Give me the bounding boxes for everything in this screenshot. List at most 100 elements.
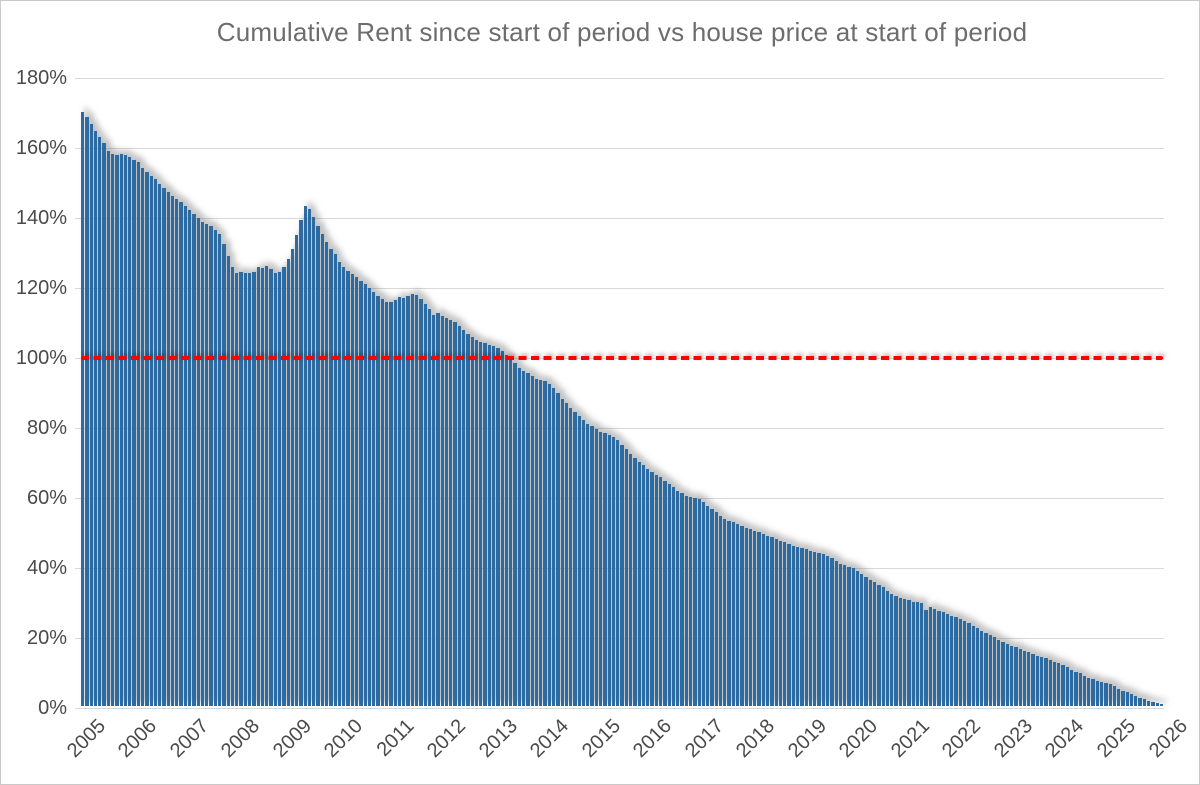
bar-month <box>890 593 894 706</box>
bar-month <box>928 607 932 706</box>
x-axis-tick-label-2019: 2019 <box>783 715 831 763</box>
bar-month <box>277 271 282 706</box>
bar-month <box>312 217 316 706</box>
bar-month <box>367 288 372 706</box>
bar-month <box>851 568 855 706</box>
bar-month <box>654 475 658 706</box>
bar-month <box>783 542 787 706</box>
bar-month <box>950 615 954 706</box>
bar-month <box>1155 702 1159 706</box>
bar-month <box>269 269 273 706</box>
bar-month <box>252 271 256 706</box>
bar-month <box>534 378 539 706</box>
bar-month <box>813 551 817 706</box>
bar-month <box>560 398 564 706</box>
bar-month <box>821 554 825 706</box>
bar-month <box>573 412 577 706</box>
x-axis-tick-label-2025: 2025 <box>1093 715 1141 763</box>
bar-month <box>556 393 560 706</box>
bar-month <box>243 273 247 706</box>
bar-month <box>770 537 774 706</box>
bar-month <box>843 565 847 706</box>
bar-month <box>333 254 337 706</box>
bar-month <box>449 319 453 706</box>
bar-month <box>1099 682 1104 706</box>
bar-month <box>590 426 594 706</box>
bar-month <box>106 150 110 706</box>
y-axis-tick-label: 140% <box>15 207 67 229</box>
bar-month <box>980 630 984 706</box>
bar-month <box>1121 690 1125 706</box>
bar-month <box>474 339 479 706</box>
bar-month <box>218 233 222 706</box>
bar-month <box>230 266 235 706</box>
bar-month <box>158 184 162 706</box>
bar-month <box>85 116 89 706</box>
bar-month <box>282 266 286 706</box>
bar-month <box>1035 655 1039 706</box>
bar-month <box>235 273 239 706</box>
bar-month <box>539 380 543 706</box>
x-axis-tick-label-2014: 2014 <box>526 715 574 763</box>
bar-month <box>504 355 509 706</box>
bar-month <box>543 380 547 706</box>
bar-month <box>860 574 864 706</box>
bar-month <box>128 157 132 706</box>
bar-month <box>710 508 714 706</box>
x-axis-tick-label-2008: 2008 <box>217 715 265 763</box>
bar-month <box>915 602 920 706</box>
bar-month <box>414 294 419 706</box>
x-axis-tick-label-2017: 2017 <box>680 715 728 763</box>
bar-month <box>551 387 556 706</box>
bar-month <box>1005 644 1010 706</box>
bar-month <box>295 235 299 706</box>
bar-month <box>864 577 868 706</box>
bar-month <box>492 345 496 706</box>
bar-month <box>761 534 765 706</box>
x-axis-tick-label-2006: 2006 <box>114 715 162 763</box>
bar-month <box>380 298 384 706</box>
bar-month <box>196 218 200 706</box>
bar-month <box>787 543 791 706</box>
bar-month <box>393 300 397 706</box>
bar-month <box>838 563 843 706</box>
bar-month <box>427 309 432 706</box>
bar-month <box>607 435 611 706</box>
bar-month <box>115 155 119 706</box>
bar-month <box>1087 677 1091 706</box>
bar-month <box>166 192 170 706</box>
bar-month <box>1069 669 1074 706</box>
bar-month <box>363 283 367 706</box>
bar-month <box>962 620 967 706</box>
bar-month <box>774 539 778 706</box>
bar-month <box>971 625 975 706</box>
x-axis-tick-label-2018: 2018 <box>732 715 780 763</box>
bar-month <box>325 242 329 706</box>
bar-month <box>997 639 1001 706</box>
bar-month <box>102 142 106 706</box>
bar-month <box>1061 665 1065 706</box>
bar-month <box>920 603 924 706</box>
bar-month <box>988 634 992 706</box>
bar-month <box>1082 675 1087 706</box>
bar-month <box>145 172 149 706</box>
bar-month <box>937 610 941 706</box>
bar-month <box>958 618 962 706</box>
bar-month <box>509 359 513 706</box>
bar-month <box>757 532 761 706</box>
bar-month <box>624 448 628 706</box>
x-axis-tick-label-2012: 2012 <box>423 715 471 763</box>
bar-month <box>594 429 599 706</box>
bar-month <box>153 178 158 706</box>
bar-month <box>513 363 517 706</box>
bar-month <box>1151 701 1155 706</box>
bar-month <box>440 315 444 706</box>
bar-month <box>898 597 902 706</box>
bar-month <box>290 249 295 706</box>
bar-month <box>650 471 654 706</box>
bar-month <box>599 431 603 706</box>
bar-month <box>247 273 252 706</box>
x-axis-tick-label-2009: 2009 <box>268 715 316 763</box>
bar-month <box>1142 699 1147 706</box>
bar-month <box>847 566 851 706</box>
